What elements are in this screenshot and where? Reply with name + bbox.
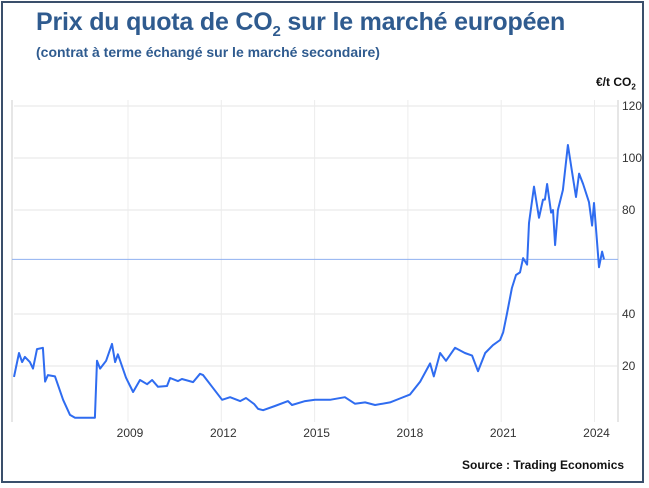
source-note: Source : Trading Economics <box>462 458 625 472</box>
y-tick-label: 80 <box>622 203 636 217</box>
y-tick-label: 40 <box>622 307 636 321</box>
x-tick-label: 2009 <box>117 426 144 440</box>
chart-title: Prix du quota de CO2 sur le marché europ… <box>36 8 566 40</box>
y-tick-label: 120 <box>622 99 642 113</box>
y-tick-label: 20 <box>622 359 636 373</box>
x-tick-label: 2012 <box>210 426 237 440</box>
y-axis-unit: €/t CO2 <box>596 75 636 92</box>
x-tick-label: 2024 <box>583 426 610 440</box>
x-tick-label: 2018 <box>397 426 424 440</box>
series-line <box>13 144 605 419</box>
x-tick-label: 2021 <box>490 426 517 440</box>
x-tick-label: 2015 <box>303 426 330 440</box>
chart-frame <box>1 1 644 483</box>
chart-subtitle: (contrat à terme échangé sur le marché s… <box>36 44 380 60</box>
y-tick-label: 100 <box>622 151 642 165</box>
